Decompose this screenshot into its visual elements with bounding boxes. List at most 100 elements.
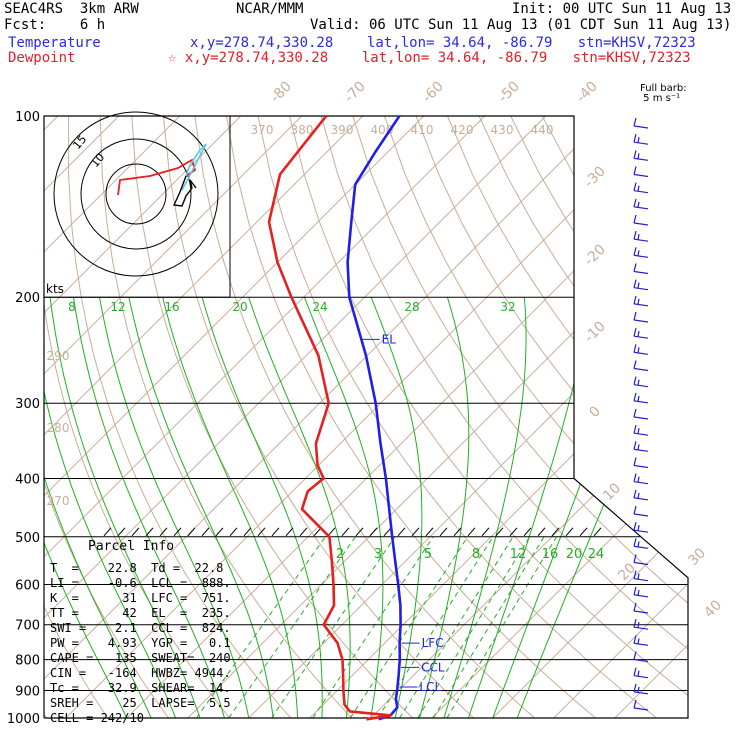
wind-barb — [633, 279, 649, 291]
freezing-hatch — [523, 527, 532, 537]
wind-barb — [633, 247, 649, 258]
dry-adiabat-line — [44, 116, 230, 718]
level-label: LFC — [422, 636, 444, 650]
pressure-tick-label: 200 — [15, 291, 40, 306]
wind-barb-staff — [633, 351, 649, 355]
freezing-hatch — [131, 527, 140, 537]
mixing-ratio-label: 28 — [404, 300, 419, 314]
theta-label: 420 — [451, 123, 474, 137]
temperature-line — [346, 115, 402, 721]
parcel-row: CIN = -164 HWBZ= 4944. — [50, 666, 231, 680]
wind-barb-staff — [633, 287, 649, 291]
pressure-tick-label: 400 — [15, 472, 40, 487]
wind-barb-flag — [637, 670, 640, 677]
wind-barb-staff — [633, 464, 649, 469]
wind-barb — [633, 505, 649, 517]
isotherm-line — [44, 116, 425, 718]
wind-barb-flag — [633, 344, 637, 353]
hodograph-ring-label: 15 — [70, 133, 89, 152]
freezing-hatch — [299, 527, 308, 537]
wind-barb — [633, 360, 649, 372]
wind-barb-staff — [633, 448, 649, 452]
wind-barb-staff — [633, 626, 649, 630]
wind-barb — [633, 182, 649, 194]
wind-barb-flag — [633, 198, 637, 207]
wind-barb-flag — [633, 134, 637, 143]
wind-barb — [633, 231, 649, 242]
wind-barb — [633, 134, 649, 145]
wind-barb-flag — [633, 360, 637, 369]
wind-barb-staff — [633, 691, 649, 695]
wind-barb-flag — [637, 686, 640, 693]
theta-label: 280 — [47, 421, 70, 435]
wind-barb — [633, 425, 649, 436]
isotherm-label: -80 — [267, 78, 294, 105]
isotherm-line — [44, 116, 364, 718]
pressure-tick-label: 600 — [15, 578, 40, 593]
freezing-hatch — [173, 527, 182, 537]
isotherm-line — [248, 116, 688, 718]
freezing-hatch — [481, 527, 490, 537]
plot-frame — [43, 115, 689, 719]
freezing-hatch — [243, 527, 252, 537]
freezing-hatch — [313, 527, 322, 537]
wind-barb — [633, 311, 649, 323]
parcel-row: TT = 42 EL = 235. — [50, 606, 231, 620]
freezing-hatch — [425, 527, 434, 537]
wind-barb-flag — [637, 185, 640, 192]
wind-barb-flag — [633, 166, 637, 175]
theta-label: 270 — [47, 494, 70, 508]
wind-barb-flag — [633, 425, 637, 434]
dry-adiabat-line — [383, 116, 688, 718]
wind-barb-staff — [633, 270, 649, 275]
mixing-ratio-label: 8 — [68, 300, 76, 314]
mixing-ratio-label: 20 — [232, 300, 247, 314]
barb-scale-note: Full barb: 5 m s⁻¹ — [640, 83, 687, 104]
isotherm-line — [44, 116, 303, 718]
isotherm-line — [44, 116, 608, 718]
level-label: EL — [382, 332, 397, 346]
wind-barb — [633, 651, 649, 663]
wind-barb-flag — [633, 505, 637, 515]
wind-barb-flag — [633, 554, 637, 563]
isotherm-label: -50 — [495, 78, 522, 105]
wind-barb-flag — [633, 489, 637, 498]
wind-barb — [633, 683, 649, 695]
mixing-ratio-label: 20 — [566, 547, 583, 562]
wind-barb-staff — [633, 497, 649, 501]
freezing-hatch — [397, 527, 406, 537]
wind-barb-staff — [633, 335, 649, 339]
freezing-hatch — [467, 527, 476, 537]
mixing-ratio-label: 2 — [336, 547, 344, 562]
parcel-row: CAPE = 135 SWEAT= 240 — [50, 651, 231, 665]
mixing-ratio-label: 5 — [424, 547, 432, 562]
wind-barb — [633, 408, 649, 420]
hodograph-unit-label: kts — [46, 282, 64, 296]
wind-barb-staff — [633, 125, 649, 129]
wind-barb-flag — [633, 602, 637, 612]
isotherm-line — [309, 116, 688, 718]
wind-barb-flag — [637, 347, 640, 353]
wind-barb-flag — [637, 525, 640, 531]
wind-barb-flag — [633, 441, 637, 450]
wind-barb-flag — [637, 282, 640, 289]
freezing-hatch — [369, 527, 378, 537]
pressure-tick-label: 1000 — [7, 712, 40, 727]
freezing-hatch — [215, 527, 224, 537]
wind-barb-flag — [637, 298, 640, 305]
dry-adiabat-line — [194, 116, 535, 718]
wind-barb-flag — [633, 570, 637, 579]
parcel-row: SWI = 2.1 CCL = 824. — [50, 621, 231, 635]
wind-barb-flag — [637, 476, 640, 483]
hodograph-storm-trace — [181, 143, 207, 191]
wind-barb-flag — [633, 699, 637, 709]
hodograph-ring — [80, 138, 192, 250]
wind-barb-flag — [637, 444, 640, 450]
hodograph-ring — [105, 163, 167, 225]
freezing-hatch — [187, 527, 196, 537]
isotherm-line — [553, 116, 688, 718]
parcel-info-panel: Parcel Info T = 22.8 Td = 22.8 LI = -0.6… — [46, 537, 238, 727]
wind-barb-flag — [637, 395, 640, 402]
isotherm-label: -60 — [419, 78, 446, 105]
wind-barb-staff — [633, 254, 649, 258]
